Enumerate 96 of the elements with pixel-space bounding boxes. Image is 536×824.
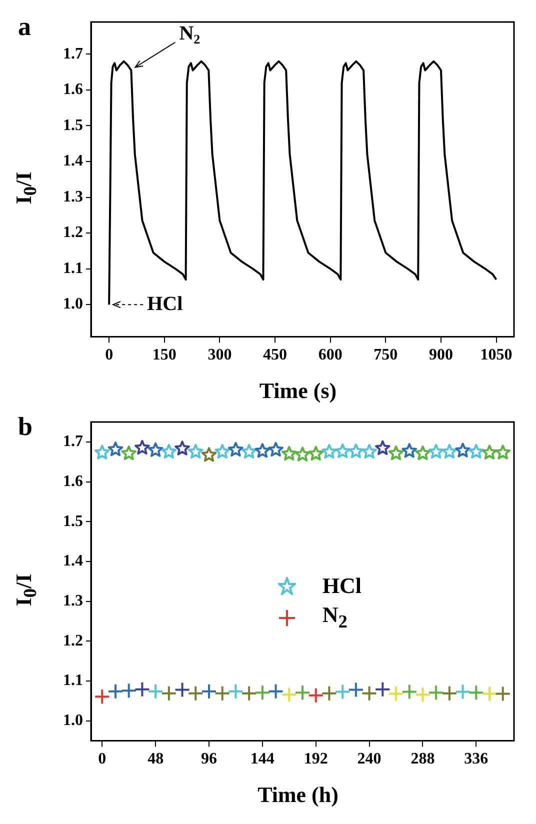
point xyxy=(228,442,244,457)
point xyxy=(482,686,498,702)
point xyxy=(348,443,364,458)
y-tick-label: 1.3 xyxy=(63,188,83,206)
y-tick-label: 1.0 xyxy=(63,296,83,313)
point xyxy=(134,681,150,698)
point xyxy=(482,444,498,460)
text: b xyxy=(18,412,32,442)
point xyxy=(108,441,124,456)
point xyxy=(455,442,470,458)
x-tick-label: 96 xyxy=(200,750,217,768)
point xyxy=(120,682,137,699)
point xyxy=(322,444,337,459)
point xyxy=(494,686,511,702)
point xyxy=(362,444,377,459)
point xyxy=(441,685,458,702)
point xyxy=(254,443,270,458)
point xyxy=(402,443,418,458)
x-tick-label: 300 xyxy=(208,346,232,364)
y-tick-label: 1.1 xyxy=(63,672,83,690)
annotation: HCl xyxy=(147,292,184,315)
point xyxy=(495,444,511,460)
point xyxy=(414,686,431,703)
point xyxy=(374,440,390,455)
point xyxy=(174,682,190,698)
x-tick-label: 1050 xyxy=(480,346,512,364)
point xyxy=(428,444,444,459)
point xyxy=(281,686,298,703)
y-tick-label: 1.7 xyxy=(63,433,83,450)
point xyxy=(241,444,257,459)
x-tick-label: 0 xyxy=(98,750,106,768)
y-tick-label: 1.5 xyxy=(63,512,83,530)
x-tick-label: 0 xyxy=(105,346,114,364)
point xyxy=(442,444,458,459)
x-tick-label: 240 xyxy=(357,750,382,768)
legend-label: HCl xyxy=(322,572,362,599)
point xyxy=(148,442,164,457)
x-tick-label: 288 xyxy=(410,750,435,768)
x-axis-title: Time (s) xyxy=(258,378,338,404)
x-tick-label: 192 xyxy=(304,750,328,768)
y-tick-label: 1.5 xyxy=(63,116,83,134)
y-tick-label: 1.1 xyxy=(63,260,83,277)
y-tick-label: 1.3 xyxy=(63,592,83,610)
x-tick-label: 150 xyxy=(152,346,176,364)
y-tick-label: 1.7 xyxy=(63,45,83,62)
y-tick-label: 1.0 xyxy=(63,712,83,730)
point xyxy=(361,685,378,702)
point xyxy=(94,688,110,705)
point xyxy=(415,445,430,460)
point xyxy=(160,685,177,702)
point xyxy=(200,683,217,700)
y-tick-label: 1.4 xyxy=(63,152,83,170)
point xyxy=(348,682,364,698)
point xyxy=(308,446,324,461)
text: a xyxy=(18,12,31,42)
point xyxy=(294,446,310,462)
point xyxy=(428,684,444,701)
point xyxy=(334,443,350,458)
point xyxy=(388,445,404,460)
point xyxy=(468,444,484,459)
point xyxy=(321,685,338,702)
legend-label: N$_{2}$ xyxy=(322,602,348,633)
point xyxy=(121,445,137,460)
point xyxy=(374,681,391,698)
point xyxy=(281,446,297,461)
y-tick-label: 1.6 xyxy=(63,472,83,490)
point xyxy=(468,684,484,701)
x-tick-label: 144 xyxy=(250,750,274,768)
point xyxy=(161,444,177,459)
x-tick-label: 900 xyxy=(428,346,453,364)
point xyxy=(188,685,204,702)
point xyxy=(174,440,190,456)
point xyxy=(294,684,310,701)
point xyxy=(308,687,324,704)
point xyxy=(188,444,204,459)
point xyxy=(388,686,404,702)
point xyxy=(134,440,150,455)
x-axis-title: Time (h) xyxy=(256,782,340,808)
point xyxy=(268,442,284,457)
y-tick-label: 1.4 xyxy=(63,552,83,570)
point xyxy=(107,683,124,700)
y-tick-label: 1.2 xyxy=(63,632,83,650)
x-tick-label: 600 xyxy=(318,346,342,364)
x-tick-label: 450 xyxy=(263,346,288,364)
point xyxy=(94,444,110,460)
x-tick-label: 750 xyxy=(374,346,398,364)
point xyxy=(241,685,258,702)
point xyxy=(268,683,284,700)
y-tick-label: 1.2 xyxy=(63,224,83,242)
x-tick-label: 336 xyxy=(464,750,488,768)
point xyxy=(401,684,418,700)
point xyxy=(214,444,230,459)
point xyxy=(214,685,230,702)
point xyxy=(254,684,270,701)
x-tick-label: 48 xyxy=(148,750,164,768)
y-tick-label: 1.6 xyxy=(63,81,83,98)
